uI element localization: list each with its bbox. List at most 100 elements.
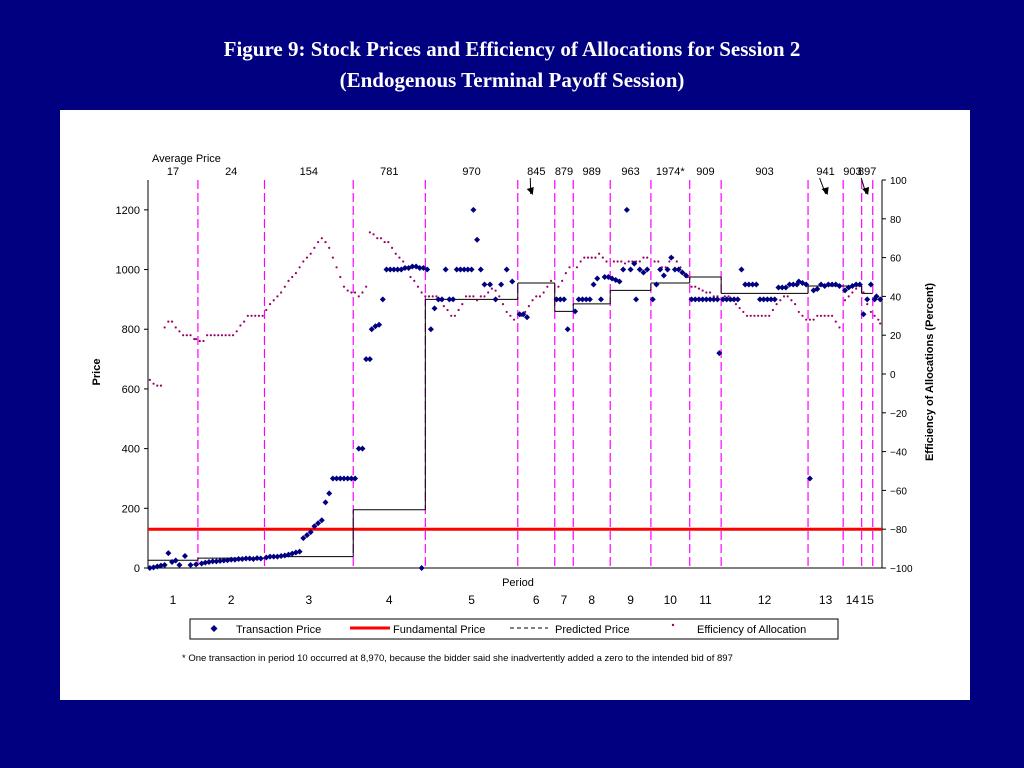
efficiency-point <box>457 308 460 312</box>
efficiency-point <box>316 240 320 244</box>
average-price-value: 24 <box>225 166 237 178</box>
annotation-arrow-head <box>862 187 870 195</box>
transaction-point <box>636 266 643 273</box>
period-label: 15 <box>861 593 875 607</box>
transaction-point <box>782 284 789 291</box>
transaction-point <box>853 281 860 288</box>
efficiency-point <box>464 295 468 298</box>
efficiency-point <box>228 334 231 337</box>
efficiency-point <box>790 299 793 302</box>
transaction-point <box>348 475 355 482</box>
efficiency-point <box>646 256 649 259</box>
efficiency-point <box>668 260 671 263</box>
efficiency-point <box>431 295 434 298</box>
efficiency-point <box>505 310 508 314</box>
transaction-point <box>492 296 499 303</box>
efficiency-point <box>163 326 166 329</box>
transaction-point <box>363 356 370 363</box>
period-label: 2 <box>228 593 235 607</box>
transaction-point <box>586 296 593 303</box>
transaction-point <box>231 556 238 563</box>
efficiency-point <box>794 303 797 306</box>
transaction-point <box>594 275 601 282</box>
efficiency-point <box>287 279 290 282</box>
transaction-point <box>405 265 412 272</box>
efficiency-point <box>206 334 209 337</box>
x-axis-title: Period <box>502 577 534 589</box>
efficiency-point <box>368 231 371 234</box>
transaction-point <box>281 552 288 559</box>
period-label: 8 <box>588 593 595 607</box>
transaction-point <box>707 296 714 303</box>
efficiency-point <box>257 314 261 317</box>
transaction-point <box>723 296 730 303</box>
transaction-point <box>836 282 843 289</box>
transaction-point <box>470 206 477 213</box>
transaction-point <box>368 326 375 333</box>
average-price-value: 903 <box>755 166 773 178</box>
efficiency-point <box>372 233 375 236</box>
transaction-point <box>719 296 726 303</box>
transaction-point <box>675 266 682 273</box>
efficiency-point <box>335 266 338 269</box>
transaction-point <box>560 296 567 303</box>
efficiency-point <box>224 334 227 337</box>
transaction-point <box>424 266 431 273</box>
transaction-point <box>401 265 408 272</box>
legend-label-efficiency: Efficiency of Allocation <box>697 624 806 636</box>
efficiency-point <box>869 310 873 314</box>
legend: Transaction Price Fundamental Price Pred… <box>189 618 839 640</box>
efficiency-point <box>862 291 865 294</box>
efficiency-point <box>594 256 597 259</box>
transaction-point <box>457 266 464 273</box>
transaction-point <box>688 296 695 303</box>
transaction-point <box>644 266 651 273</box>
transaction-point <box>352 475 359 482</box>
transaction-point <box>209 558 216 565</box>
transaction-point <box>764 296 771 303</box>
transaction-point <box>446 296 453 303</box>
transaction-point <box>620 266 627 273</box>
transaction-point <box>383 266 390 273</box>
efficiency-point <box>283 285 286 288</box>
transaction-point <box>344 475 351 482</box>
average-price-label: Average Price <box>152 153 221 165</box>
transaction-point <box>760 296 767 303</box>
transaction-point <box>806 475 813 482</box>
efficiency-point <box>564 272 567 275</box>
efficiency-point <box>531 299 534 302</box>
efficiency-point <box>808 318 811 321</box>
transaction-point <box>340 475 347 482</box>
efficiency-point <box>568 266 571 269</box>
efficiency-point <box>198 339 201 343</box>
efficiency-point <box>542 291 545 294</box>
efficiency-point <box>708 291 712 294</box>
efficiency-point <box>291 275 294 279</box>
y-tick-label: 0 <box>134 563 140 575</box>
efficiency-point <box>475 299 479 302</box>
transaction-point <box>745 281 752 288</box>
transaction-point <box>270 553 277 560</box>
transaction-point <box>427 326 434 333</box>
chart-svg: Average Price Period Price Efficiency of… <box>91 153 936 664</box>
y-tick-label: 1200 <box>116 205 140 217</box>
efficiency-point <box>383 240 386 244</box>
average-price-value: 970 <box>462 166 480 178</box>
transaction-point <box>235 556 242 563</box>
efficiency-point <box>379 237 383 240</box>
transaction-point <box>292 549 299 556</box>
period-label: 1 <box>170 593 177 607</box>
efficiency-point <box>353 291 357 294</box>
period-label: 10 <box>664 593 678 607</box>
efficiency-point <box>538 295 542 298</box>
efficiency-point <box>782 295 786 298</box>
average-price-value: 781 <box>380 166 398 178</box>
efficiency-point <box>420 291 423 294</box>
transaction-point <box>322 499 329 506</box>
efficiency-point <box>479 295 482 298</box>
transaction-point <box>583 296 590 303</box>
transaction-point <box>246 555 253 562</box>
efficiency-point <box>690 285 693 288</box>
transaction-point <box>242 555 249 562</box>
efficiency-point <box>705 291 708 294</box>
